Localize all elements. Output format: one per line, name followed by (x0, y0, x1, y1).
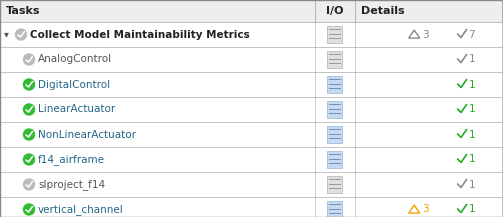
Bar (327, 126, 343, 143)
Text: 1: 1 (469, 204, 475, 214)
Bar (0, 0, 503, 22)
Circle shape (24, 104, 35, 115)
Text: AnalogControl: AnalogControl (38, 54, 112, 64)
Bar (0, 22, 503, 47)
Bar (327, 176, 343, 193)
Text: 1: 1 (469, 130, 475, 140)
Text: 1: 1 (469, 105, 475, 115)
Circle shape (24, 204, 35, 215)
Text: I/O: I/O (326, 6, 344, 16)
Bar (327, 26, 343, 43)
Bar (0, 72, 503, 97)
Text: 3: 3 (422, 204, 429, 214)
Text: Tasks: Tasks (6, 6, 41, 16)
Circle shape (24, 79, 35, 90)
Bar (327, 151, 343, 168)
Bar (0, 197, 503, 217)
Bar (0, 47, 503, 72)
Text: 1: 1 (469, 179, 475, 189)
Text: ▾: ▾ (4, 30, 9, 39)
Text: f14_airframe: f14_airframe (38, 154, 105, 165)
Bar (327, 51, 343, 68)
Bar (327, 101, 343, 118)
Text: NonLinearActuator: NonLinearActuator (38, 130, 136, 140)
Circle shape (24, 154, 35, 165)
Bar (0, 97, 503, 122)
Circle shape (24, 179, 35, 190)
Bar (327, 76, 343, 93)
Bar (0, 122, 503, 147)
Circle shape (24, 129, 35, 140)
Text: Collect Model Maintainability Metrics: Collect Model Maintainability Metrics (30, 30, 250, 39)
Text: slproject_f14: slproject_f14 (38, 179, 105, 190)
Bar (0, 147, 503, 172)
Bar (327, 201, 343, 217)
Circle shape (24, 54, 35, 65)
Text: 1: 1 (469, 54, 475, 64)
Bar (0, 172, 503, 197)
Text: Details: Details (361, 6, 404, 16)
Text: 1: 1 (469, 79, 475, 89)
Circle shape (16, 29, 27, 40)
Text: 1: 1 (469, 155, 475, 164)
Text: vertical_channel: vertical_channel (38, 204, 124, 215)
Text: 7: 7 (469, 30, 475, 39)
Text: 3: 3 (422, 30, 429, 39)
Text: DigitalControl: DigitalControl (38, 79, 110, 89)
Text: LinearActuator: LinearActuator (38, 105, 115, 115)
